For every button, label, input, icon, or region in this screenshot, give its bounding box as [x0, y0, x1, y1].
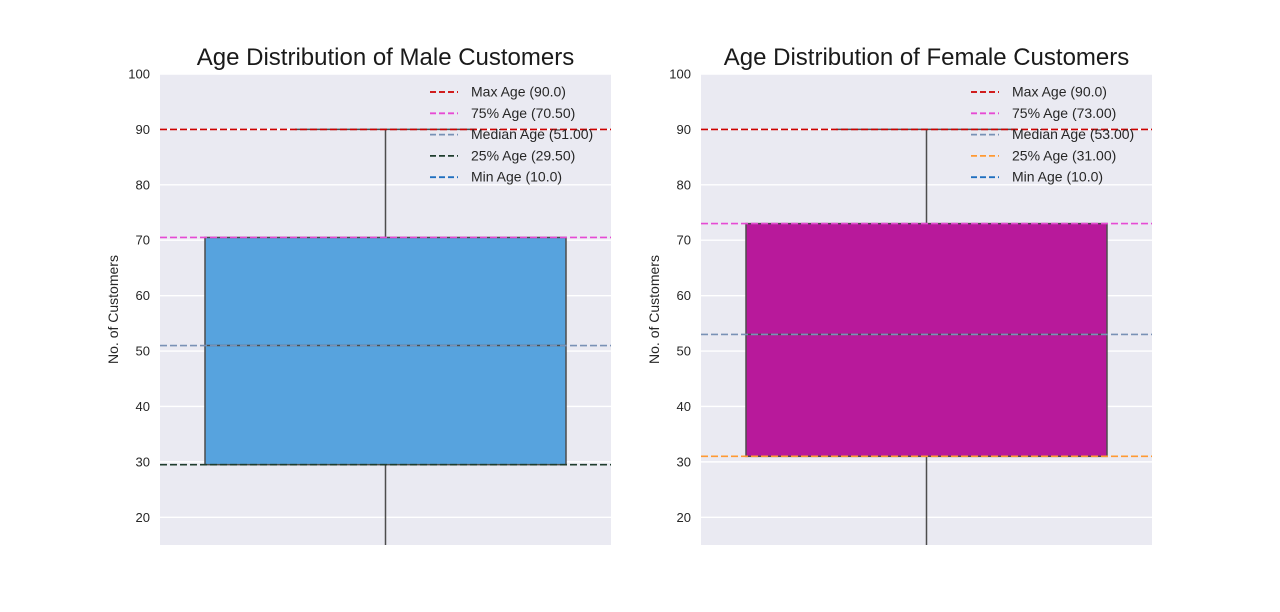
y-tick-label: 70	[136, 233, 150, 248]
plot-area	[701, 128, 1152, 545]
y-tick-label: 100	[128, 67, 150, 82]
y-tick-label: 80	[677, 177, 691, 192]
plot-area	[160, 128, 611, 545]
chart-title: Age Distribution of Female Customers	[724, 44, 1130, 71]
chart-title: Age Distribution of Male Customers	[197, 44, 574, 71]
y-tick-label: 100	[669, 67, 691, 82]
legend-label: Max Age (90.0)	[471, 84, 566, 100]
y-tick-label: 40	[136, 399, 150, 414]
y-tick-label: 30	[136, 454, 150, 469]
legend-label: Max Age (90.0)	[1012, 84, 1107, 100]
legend-label: 75% Age (73.00)	[1012, 105, 1116, 121]
panel-female: 20 30 40 50 60 70 80 90 100 Age Distribution of F…	[646, 44, 1152, 545]
legend-label: Min Age (10.0)	[1012, 169, 1103, 185]
box	[745, 222, 1108, 458]
legend: Max Age (90.0) 75% Age (70.50) Median Age …	[430, 84, 593, 185]
y-tick-label: 20	[136, 510, 150, 525]
y-tick-label: 60	[136, 288, 150, 303]
y-tick-label: 50	[677, 344, 691, 359]
y-tick-label: 50	[136, 344, 150, 359]
legend-label: 25% Age (31.00)	[1012, 147, 1116, 163]
legend-label: 25% Age (29.50)	[471, 147, 575, 163]
y-axis-label: No. of Customers	[105, 255, 121, 364]
y-tick-label: 60	[677, 288, 691, 303]
legend-label: Median Age (53.00)	[1012, 126, 1134, 142]
legend-label: 75% Age (70.50)	[471, 105, 575, 121]
y-tick-label: 80	[136, 177, 150, 192]
legend-label: Median Age (51.00)	[471, 126, 593, 142]
panel-male: 20 30 40 50 60 70 80 90 100 Age Distribution of M…	[105, 44, 611, 545]
y-tick-label: 90	[677, 122, 691, 137]
y-tick-label: 30	[677, 454, 691, 469]
legend: Max Age (90.0) 75% Age (73.00) Median Age …	[971, 84, 1134, 185]
legend-label: Min Age (10.0)	[471, 169, 562, 185]
y-tick-label: 40	[677, 399, 691, 414]
y-axis-label: No. of Customers	[646, 255, 662, 364]
box	[204, 236, 567, 466]
y-tick-label: 20	[677, 510, 691, 525]
y-tick-label: 90	[136, 122, 150, 137]
y-tick-label: 70	[677, 233, 691, 248]
